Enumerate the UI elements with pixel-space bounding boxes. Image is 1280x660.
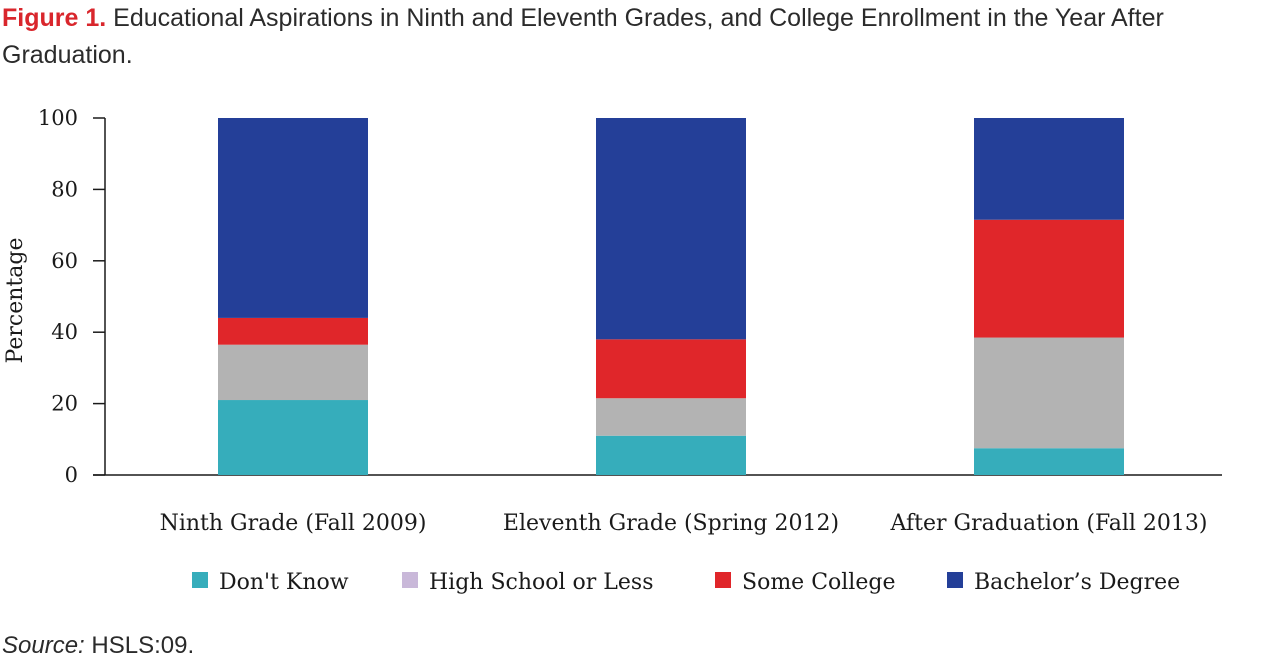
bar-segment-dont-know [218,400,368,475]
chart-bars [218,118,1124,475]
figure-title-text: Educational Aspirations in Ninth and Ele… [2,4,1164,69]
source-note: Source: HSLS:09. [2,632,194,660]
bar-segment-high-school [596,398,746,436]
source-label: Source: [2,632,85,659]
bar-segment-some-college [218,317,368,345]
chart-legend: Don't Know High School or Less Some Colleg… [192,570,1180,595]
legend-swatch-some-college [715,572,731,588]
legend-swatch-dont-know [192,572,208,588]
stacked-bar-chart: 0 20 40 60 80 100 Percentage Ninth Grade (Fall… [3,106,1222,595]
bar-segment-bachelors [974,118,1124,220]
y-tick-label: 20 [51,392,78,416]
legend-swatch-high-school [402,572,418,588]
y-tick-label: 80 [51,177,78,201]
bar-segment-dont-know [596,435,746,475]
bar-segment-bachelors [218,118,368,318]
x-category-label: Ninth Grade (Fall 2009) [160,511,427,536]
y-tick-label: 100 [38,106,78,130]
y-tick-label: 60 [51,249,78,273]
chart-labels: Ninth Grade (Fall 2009) Eleventh Grade (S… [160,511,1208,536]
legend-label: High School or Less [429,570,654,595]
legend-label: Bachelor’s Degree [974,570,1180,595]
legend-label: Some College [742,570,895,595]
bar-segment-high-school [974,337,1124,449]
x-category-label: After Graduation (Fall 2013) [890,511,1208,536]
figure-label: Figure 1. [2,4,107,32]
source-text: HSLS:09. [91,632,195,659]
y-tick-label: 0 [65,463,78,487]
legend-swatch-bachelors [947,572,963,588]
bar-segment-high-school [218,344,368,401]
bar-segment-bachelors [596,118,746,340]
y-axis-label: Percentage [3,238,28,364]
y-tick-label: 40 [51,320,78,344]
bar-segment-some-college [974,219,1124,338]
bar-segment-dont-know [974,448,1124,475]
figure-title: Figure 1. Educational Aspirations in Nin… [2,0,1278,74]
x-category-label: Eleventh Grade (Spring 2012) [503,511,839,536]
legend-label: Don't Know [219,570,349,595]
bar-segment-some-college [596,339,746,399]
